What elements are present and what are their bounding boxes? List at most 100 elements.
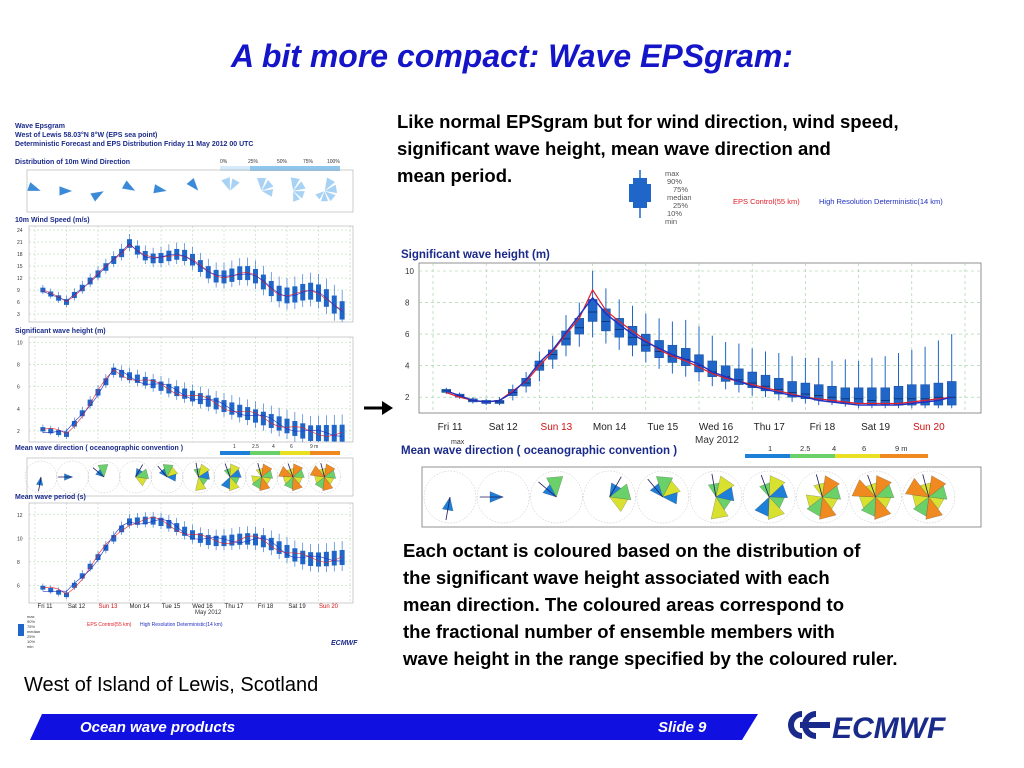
big-day-label: Mon 14 — [593, 422, 627, 433]
small-legend-90: 90% — [27, 619, 35, 624]
mwd-small-ruler-0: 1 — [233, 444, 236, 450]
big-month: May 2012 — [695, 435, 739, 446]
small-y-tick: 6 — [17, 385, 20, 391]
small-box — [142, 245, 148, 265]
small-legend-median: median — [27, 629, 40, 634]
small-box — [134, 369, 140, 387]
small-box — [331, 414, 337, 442]
small-box — [134, 513, 140, 528]
small-legend-hres: High Resolution Deterministic(14 km) — [140, 622, 223, 628]
small-day-label: Tue 15 — [162, 604, 181, 610]
wind-ruler-4: 100% — [327, 159, 340, 165]
mwd-rose — [636, 470, 690, 524]
small-box — [48, 288, 54, 299]
big-legend-90: 90% — [667, 177, 682, 186]
small-box — [95, 550, 101, 563]
wind-rose — [26, 181, 42, 192]
swh-box — [827, 360, 837, 406]
small-box — [197, 527, 203, 547]
big-day-label: Fri 18 — [810, 422, 836, 433]
big-y-tick: 6 — [405, 330, 410, 339]
small-box — [292, 412, 298, 442]
panel-mwp-title: Mean wave period (s) — [15, 494, 86, 501]
small-control-line — [42, 516, 343, 595]
mwd-small-ruler-4: 9 m — [310, 444, 318, 450]
epsgram-header-3: Deterministic Forecast and EPS Distribut… — [15, 141, 253, 148]
small-box — [229, 260, 235, 288]
swh-box — [800, 357, 811, 404]
wind-rose — [59, 185, 73, 197]
small-box — [40, 424, 46, 434]
big-y-tick: 4 — [405, 362, 410, 371]
mwd-small-rose — [87, 460, 121, 494]
small-box — [166, 378, 172, 398]
small-box — [316, 415, 321, 442]
swh-box — [641, 313, 651, 363]
wind-rose — [220, 176, 241, 192]
description-bottom-line-3: mean direction. The coloured areas corre… — [403, 594, 845, 615]
footer-bar — [30, 714, 758, 740]
big-legend-10: 10% — [667, 209, 682, 218]
small-box — [158, 375, 164, 395]
small-legend: max 90% 75% median 25% 10% min EPS Contr… — [18, 614, 358, 649]
mwd-small-rose — [182, 460, 215, 494]
big-legend-max: max — [665, 169, 679, 178]
small-box — [182, 521, 188, 540]
small-y-tick: 21 — [17, 240, 23, 246]
mwd-rose — [530, 470, 583, 524]
big-legend-median: median — [667, 193, 692, 202]
small-y-tick: 3 — [17, 312, 20, 318]
big-mwd-ruler-0: 1 — [768, 444, 772, 453]
small-box — [158, 512, 164, 530]
big-mwd-ruler: 1 2.5 4 6 9 m — [745, 444, 928, 458]
description-bottom-line-1: Each octant is coloured based on the dis… — [403, 540, 861, 561]
small-box — [323, 415, 329, 442]
small-box — [182, 382, 188, 403]
small-wave-epsgram: Wave Epsgram West of Lewis 58.03°N 8°W (… — [15, 123, 358, 649]
small-y-tick: 6 — [17, 300, 20, 306]
small-box — [190, 524, 195, 544]
mwd-rose — [689, 470, 743, 524]
big-y-tick: 2 — [405, 393, 410, 402]
swh-box — [814, 357, 824, 406]
small-box — [308, 416, 314, 442]
small-box — [150, 511, 156, 528]
small-y-tick: 24 — [17, 228, 23, 234]
ecmwf-logo: ECMWF — [788, 711, 946, 745]
small-box — [339, 541, 345, 572]
mwd-small-ruler-2: 4 — [272, 444, 275, 450]
small-box — [292, 276, 298, 310]
big-y-tick: 8 — [405, 299, 410, 308]
small-box — [95, 384, 101, 399]
small-box — [40, 583, 46, 592]
small-box — [229, 528, 235, 550]
big-day-label: Wed 16 — [699, 422, 734, 433]
small-hres-line — [42, 367, 343, 437]
small-hres-line — [42, 243, 343, 312]
big-hres-line — [446, 296, 952, 406]
description-bottom-line-2: the significant wave height associated w… — [403, 567, 830, 588]
small-day-label: Sat 19 — [288, 604, 306, 610]
small-month: May 2012 — [195, 610, 222, 616]
swh-box — [920, 346, 930, 409]
mwd-small-rose — [56, 460, 89, 494]
description-top-line-2: significant wave height, mean wave direc… — [397, 138, 831, 159]
small-box — [331, 284, 337, 321]
panel-mwd-title: Mean wave direction ( oceanographic conv… — [15, 445, 183, 452]
big-mwd-ruler-1: 2.5 — [800, 444, 810, 453]
mwd-small-frame — [26, 457, 354, 497]
small-box — [87, 395, 93, 409]
small-control-line — [42, 244, 343, 311]
small-box — [119, 521, 125, 535]
location-label: West of Island of Lewis, Scotland — [24, 674, 319, 696]
small-box — [205, 529, 211, 550]
mwd-rose — [849, 470, 902, 524]
description-bottom-line-5: wave height in the range specified by th… — [403, 648, 898, 669]
slide-title: A bit more compact: Wave EPSgram: — [231, 38, 793, 74]
description-bottom: Each octant is coloured based on the dis… — [403, 537, 1021, 672]
small-box — [142, 371, 148, 389]
small-legend-75: 75% — [27, 624, 35, 629]
mwd-small-rose — [276, 460, 310, 494]
big-legend: max 90% 75% median 25% 10% min EPS Contr… — [629, 169, 943, 226]
wind-direction-roses — [26, 176, 338, 203]
